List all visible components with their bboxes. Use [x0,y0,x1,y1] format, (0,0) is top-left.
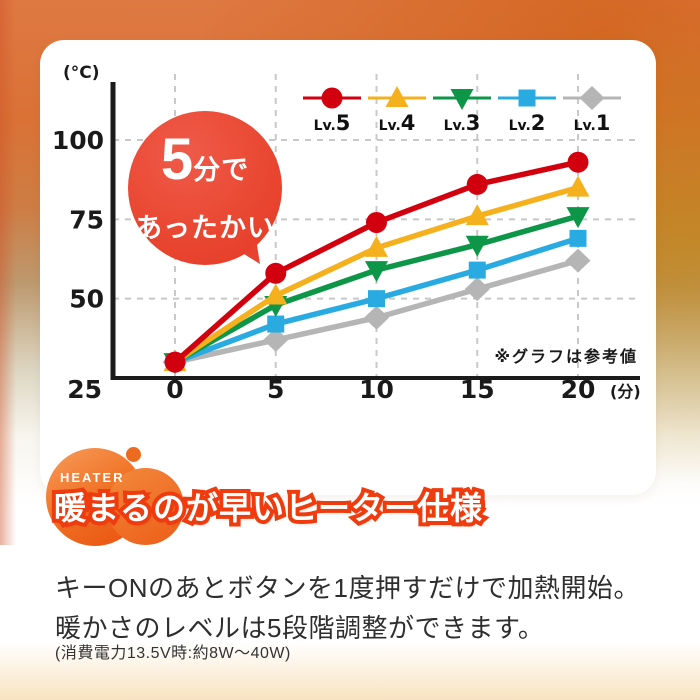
svg-text:※グラフは参考値: ※グラフは参考値 [494,347,638,366]
speech-bubble-minutes-suffix: 分で [193,154,250,185]
svg-text:20: 20 [561,375,596,404]
svg-text:10: 10 [359,375,394,404]
svg-text:100: 100 [52,126,104,155]
section-heading-fill: 暖まるのが早いヒーター仕様 [54,490,484,526]
temperature-line-chart: 0 5 10 15 20 100 75 50 25 (°C) (分) ※グラフは参考値 Lv.5 Lv.4… [52,63,641,404]
svg-text:(分): (分) [610,382,641,401]
speech-bubble-minutes: 5 [160,126,194,192]
body-text-line2: 暖かさのレベルは5段階調整ができます。 [55,613,545,643]
heading-bubble-dot [126,447,141,462]
svg-text:(°C): (°C) [63,63,100,83]
chart-card: 0 5 10 15 20 100 75 50 25 (°C) (分) ※グラフは参考値 Lv.5 Lv.4… [40,40,656,495]
svg-text:25: 25 [67,375,102,404]
svg-text:0: 0 [166,375,183,404]
bottom-fade [0,642,700,700]
speech-bubble-body: 5分で あったかい [128,111,282,265]
power-consumption-note: (消費電力13.5V時:約8W〜40W) [55,645,291,662]
svg-text:15: 15 [460,375,495,404]
svg-text:50: 50 [69,285,104,314]
svg-text:Lv.5: Lv.5 [314,111,351,135]
svg-text:Lv.2: Lv.2 [509,111,546,135]
eyebrow-label: HEATER [60,470,125,485]
speech-bubble-line1: 5分で [161,130,250,203]
section-heading-stroke: 暖まるのが早いヒーター仕様 [50,486,486,530]
svg-text:Lv.3: Lv.3 [444,111,481,135]
heading-bubble-small-circle [107,468,184,545]
svg-text:Lv.1: Lv.1 [574,111,611,135]
body-text-line1: キーONのあとボタンを1度押すだけで加熱開始。 [55,573,640,603]
svg-text:75: 75 [69,205,104,234]
svg-text:5: 5 [267,375,284,404]
speech-bubble-line2: あったかい [135,212,275,243]
speech-bubble: 5分で あったかい [128,111,282,265]
svg-text:Lv.4: Lv.4 [379,111,416,135]
